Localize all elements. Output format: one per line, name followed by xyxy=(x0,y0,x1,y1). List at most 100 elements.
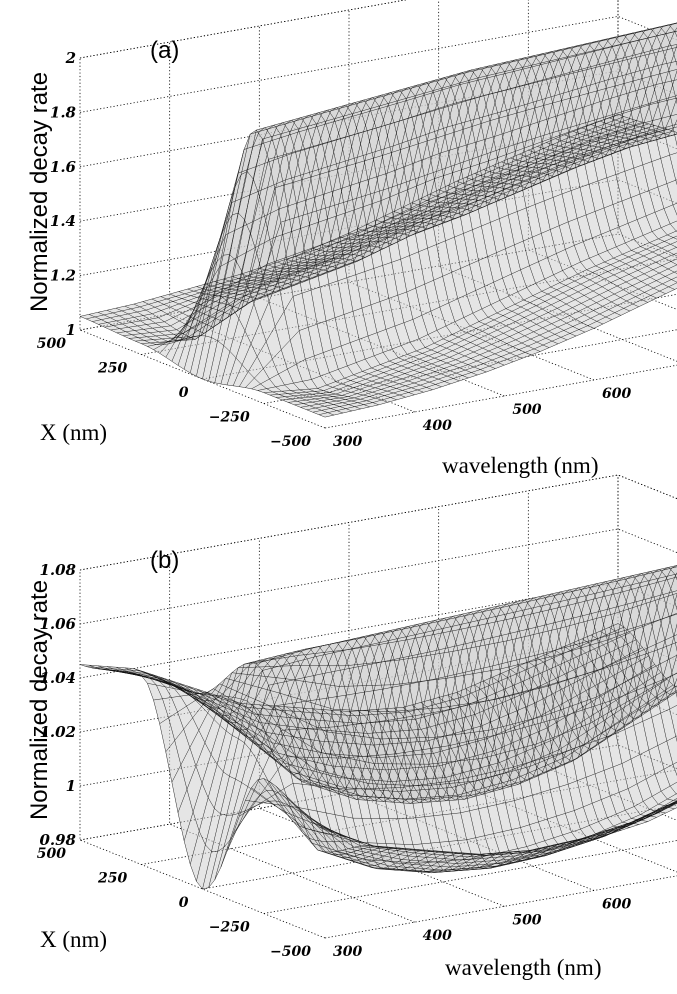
surface-patch xyxy=(649,804,665,811)
surface-patch xyxy=(280,663,296,682)
surface-patch xyxy=(153,698,169,724)
surface-patch xyxy=(370,818,386,844)
surface-patch xyxy=(518,328,534,336)
surface-patch xyxy=(559,221,575,250)
surface-patch xyxy=(576,52,592,71)
surface-patch xyxy=(529,298,545,306)
surface-patch xyxy=(574,241,590,263)
mesh-line-wavelength xyxy=(295,84,541,352)
surface-patch xyxy=(311,376,327,389)
surface-patch xyxy=(247,759,263,791)
surface-patch xyxy=(350,377,366,383)
surface-patch xyxy=(556,813,572,835)
surface-patch xyxy=(353,384,369,390)
mesh-line-wavelength xyxy=(133,129,379,406)
surface-patch xyxy=(337,166,353,203)
surface-patch xyxy=(239,800,255,817)
surface-patch xyxy=(660,709,676,741)
surface-patch xyxy=(566,299,582,308)
surface-patch xyxy=(343,724,359,758)
surface-patch xyxy=(290,330,306,365)
surface-patch xyxy=(361,108,377,131)
surface-patch xyxy=(439,302,455,326)
surface-patch xyxy=(667,247,677,255)
surface-patch xyxy=(484,186,500,223)
surface-patch xyxy=(576,595,592,616)
surface-patch xyxy=(492,635,508,665)
surface-patch xyxy=(533,308,549,317)
surface-patch xyxy=(476,357,493,364)
surface-patch xyxy=(617,281,633,290)
surface-patch xyxy=(595,207,611,235)
surface-patch xyxy=(180,694,196,707)
surface-patch xyxy=(216,672,232,697)
surface-patch xyxy=(668,22,677,32)
surface-patch xyxy=(323,851,339,855)
surface-patch xyxy=(621,759,638,789)
surface-patch xyxy=(551,300,567,309)
surface-patch xyxy=(380,361,396,367)
surface-patch xyxy=(263,391,279,396)
surface-patch xyxy=(301,700,317,729)
surface-patch xyxy=(416,361,432,368)
surface-patch xyxy=(319,786,336,815)
surface-patch xyxy=(663,764,677,787)
surface-patch xyxy=(235,742,251,783)
surface-patch xyxy=(517,207,533,242)
surface-patch xyxy=(591,66,607,91)
surface-patch xyxy=(190,335,206,377)
surface-patch xyxy=(396,636,413,658)
surface-patch xyxy=(133,301,149,307)
surface-patch xyxy=(338,853,354,858)
surface-patch xyxy=(420,651,437,681)
surface-patch xyxy=(534,848,550,852)
surface-patch xyxy=(670,782,677,794)
surface-patch xyxy=(466,290,482,314)
surface-patch xyxy=(368,383,385,388)
surface-patch xyxy=(363,392,379,397)
surface-patch xyxy=(522,139,538,174)
surface-patch xyxy=(316,208,332,248)
surface-patch xyxy=(651,73,667,102)
x-tick-label: 0 xyxy=(179,385,189,401)
surface-patch xyxy=(476,860,492,865)
surface-patch xyxy=(113,324,129,329)
surface-patch xyxy=(490,300,506,313)
surface-patch xyxy=(335,390,352,396)
surface-patch xyxy=(585,50,601,69)
surface-patch xyxy=(278,393,294,397)
surface-patch xyxy=(382,152,398,189)
surface-patch xyxy=(512,342,528,350)
surface-patch xyxy=(399,380,415,386)
surface-patch xyxy=(604,274,621,283)
surface-patch xyxy=(265,658,281,669)
surface-patch xyxy=(364,690,380,723)
surface-patch xyxy=(410,338,426,351)
surface-patch xyxy=(326,812,342,838)
surface-patch xyxy=(607,246,623,259)
surface-patch xyxy=(538,257,554,280)
surface-patch xyxy=(541,789,557,820)
surface-patch xyxy=(400,786,416,819)
surface-patch xyxy=(589,821,605,834)
surface-patch xyxy=(186,766,203,812)
surface-patch xyxy=(501,633,517,663)
surface-patch xyxy=(427,782,443,816)
surface-patch xyxy=(326,841,343,852)
surface-patch xyxy=(305,355,321,380)
surface-patch xyxy=(437,348,453,355)
surface-patch xyxy=(502,273,518,297)
surface-patch xyxy=(594,591,610,612)
surface-patch xyxy=(106,666,122,670)
surface-patch xyxy=(590,294,606,303)
surface-patch xyxy=(446,868,462,872)
surface-patch xyxy=(257,778,273,791)
surface-patch xyxy=(436,325,453,339)
surface-patch xyxy=(265,705,281,751)
surface-patch xyxy=(186,700,202,718)
surface-patch xyxy=(582,68,598,94)
surface-patch xyxy=(387,638,404,660)
surface-patch xyxy=(199,295,215,336)
surface-patch xyxy=(646,262,663,270)
surface-patch xyxy=(414,850,430,854)
